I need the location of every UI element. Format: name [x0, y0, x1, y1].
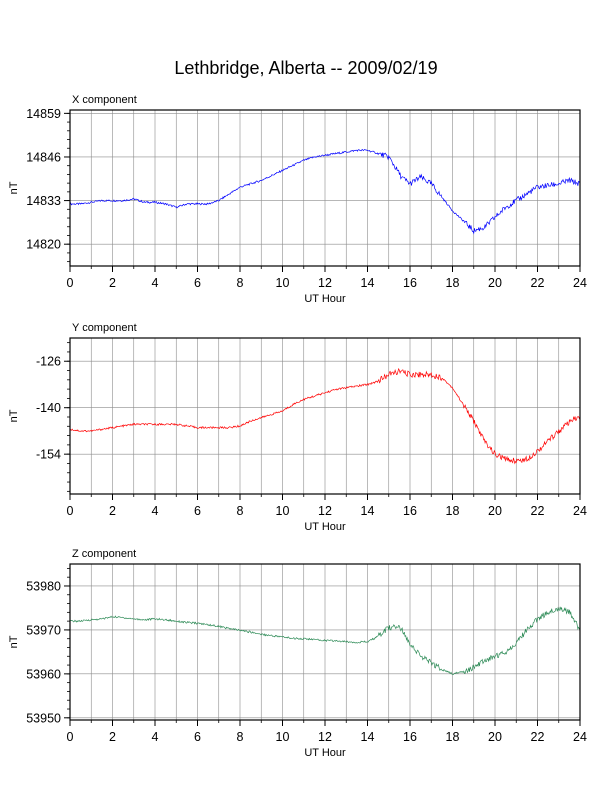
x-tick-label: 0: [67, 504, 74, 518]
x-tick-label: 10: [276, 504, 290, 518]
y-tick-label: 14820: [26, 238, 61, 252]
x-tick-label: 8: [237, 730, 244, 744]
x-tick-label: 4: [152, 730, 159, 744]
y-tick-label: 53980: [26, 579, 61, 593]
x-tick-label: 10: [276, 276, 290, 290]
x-tick-label: 22: [531, 276, 545, 290]
x-tick-label: 18: [446, 504, 460, 518]
y-axis-label: nT: [8, 409, 20, 422]
x-tick-label: 0: [67, 730, 74, 744]
x-axis-label: UT Hour: [304, 747, 346, 759]
y-tick-label: -126: [36, 355, 61, 369]
series-line: [69, 149, 581, 235]
x-tick-label: 12: [318, 276, 332, 290]
x-tick-label: 22: [531, 504, 545, 518]
y-axis-label: nT: [8, 181, 20, 194]
x-tick-label: 8: [237, 276, 244, 290]
x-tick-label: 24: [573, 730, 587, 744]
x-tick-label: 16: [403, 276, 417, 290]
x-tick-label: 10: [276, 730, 290, 744]
x-tick-label: 20: [488, 504, 502, 518]
x-tick-label: 16: [403, 504, 417, 518]
x-tick-label: 6: [194, 276, 201, 290]
x-tick-label: 2: [109, 276, 116, 290]
page-title: Lethbridge, Alberta -- 2009/02/19: [174, 58, 438, 78]
x-axis-label: UT Hour: [304, 521, 346, 533]
x-tick-label: 14: [361, 276, 375, 290]
y-tick-label: 14833: [26, 194, 61, 208]
panel-subtitle: X component: [72, 94, 137, 106]
x-tick-label: 12: [318, 504, 332, 518]
x-tick-label: 12: [318, 730, 332, 744]
x-tick-label: 18: [446, 730, 460, 744]
x-axis-label: UT Hour: [304, 293, 346, 305]
x-tick-label: 20: [488, 276, 502, 290]
x-tick-label: 4: [152, 504, 159, 518]
panel-subtitle: Y component: [72, 322, 137, 334]
y-tick-label: -154: [36, 448, 61, 462]
x-tick-label: 0: [67, 276, 74, 290]
series-line: [69, 367, 581, 465]
y-tick-label: 14846: [26, 150, 61, 164]
y-tick-label: -140: [36, 401, 61, 415]
x-tick-label: 2: [109, 504, 116, 518]
x-tick-label: 22: [531, 730, 545, 744]
x-tick-label: 2: [109, 730, 116, 744]
y-axis-label: nT: [8, 635, 20, 648]
x-tick-label: 16: [403, 730, 417, 744]
x-tick-label: 20: [488, 730, 502, 744]
x-tick-label: 8: [237, 504, 244, 518]
x-tick-label: 4: [152, 276, 159, 290]
y-tick-label: 53970: [26, 623, 61, 637]
x-tick-label: 24: [573, 504, 587, 518]
x-tick-label: 6: [194, 730, 201, 744]
x-tick-label: 6: [194, 504, 201, 518]
y-tick-label: 14859: [26, 107, 61, 121]
x-tick-label: 18: [446, 276, 460, 290]
panel-subtitle: Z component: [72, 548, 136, 560]
x-tick-label: 14: [361, 504, 375, 518]
x-tick-label: 24: [573, 276, 587, 290]
y-tick-label: 53950: [26, 711, 61, 725]
series-line: [69, 606, 581, 675]
y-tick-label: 53960: [26, 667, 61, 681]
x-tick-label: 14: [361, 730, 375, 744]
